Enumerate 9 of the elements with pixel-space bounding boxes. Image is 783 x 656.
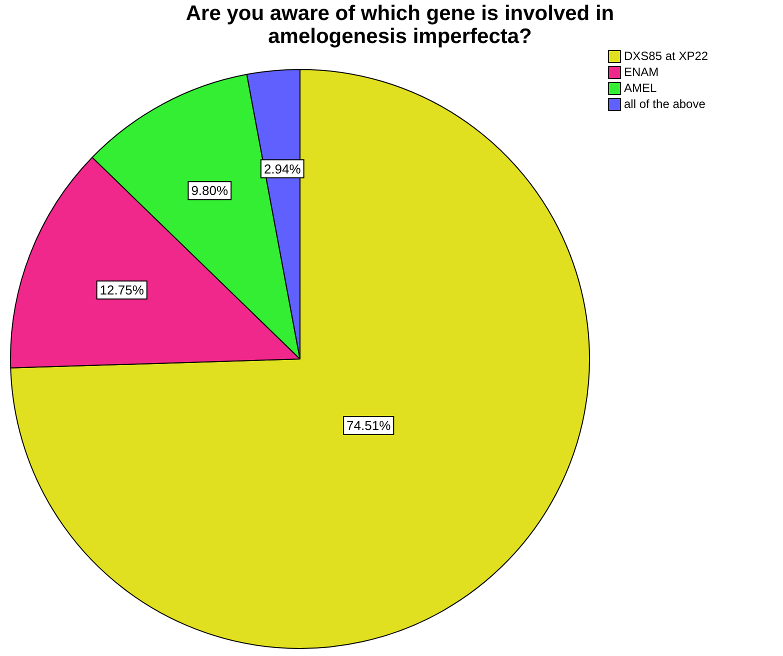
legend-label: all of the above [624, 97, 706, 111]
legend-label: DXS85 at XP22 [624, 49, 708, 63]
data-label: 12.75% [100, 282, 144, 298]
data-label: 2.94% [264, 161, 302, 176]
legend-label: AMEL [624, 81, 657, 95]
chart-title: Are you aware of which gene is involved in amelogenesis imperfecta? [184, 2, 616, 48]
legend-label: ENAM [624, 65, 659, 79]
data-label: 74.51% [346, 418, 392, 434]
data-label: 9.80% [191, 183, 229, 198]
